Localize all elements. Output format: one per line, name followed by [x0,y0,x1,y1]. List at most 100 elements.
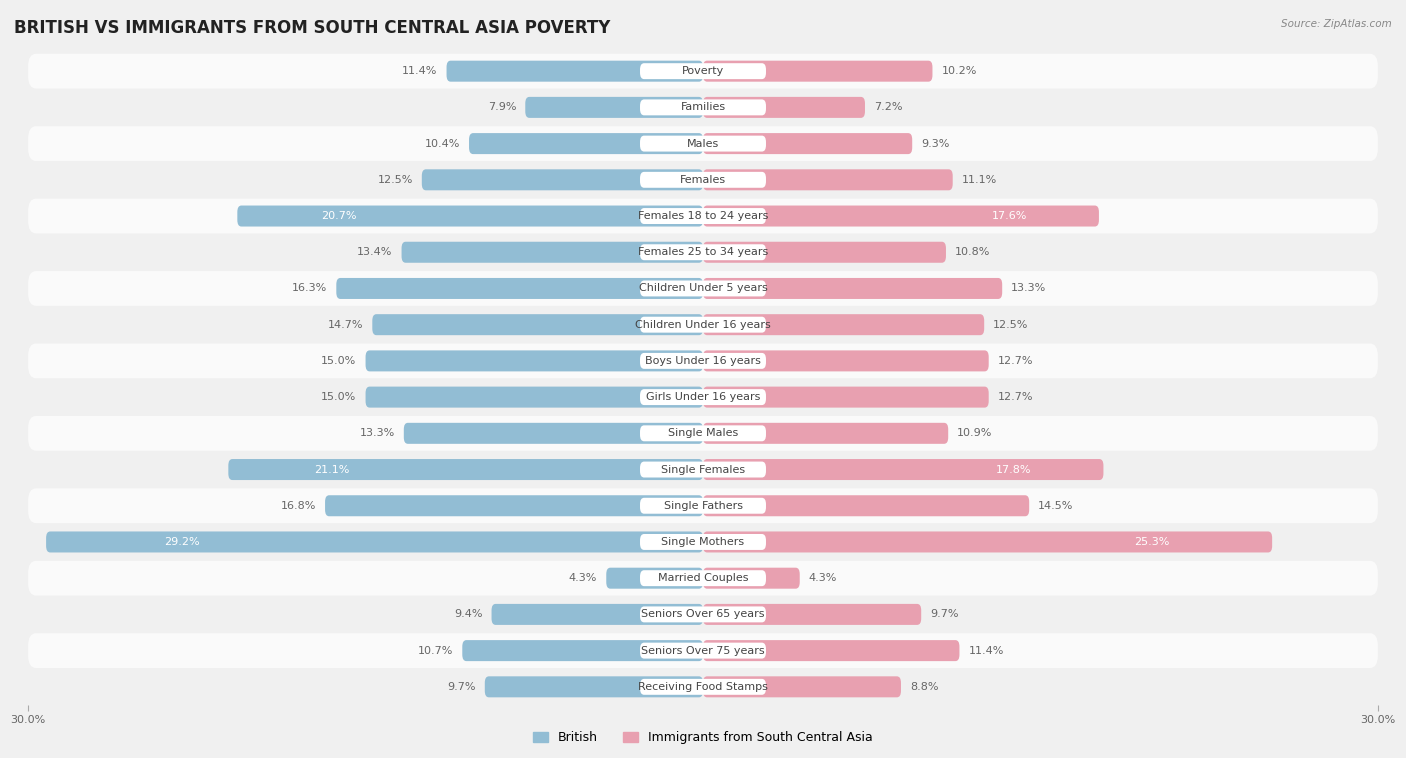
Text: 13.4%: 13.4% [357,247,392,257]
Text: 9.3%: 9.3% [921,139,949,149]
Text: Single Mothers: Single Mothers [661,537,745,547]
FancyBboxPatch shape [640,643,766,659]
FancyBboxPatch shape [28,235,1378,270]
Text: 25.3%: 25.3% [1135,537,1170,547]
FancyBboxPatch shape [703,350,988,371]
FancyBboxPatch shape [640,136,766,152]
Text: Males: Males [688,139,718,149]
Text: 12.5%: 12.5% [377,175,413,185]
Text: 4.3%: 4.3% [569,573,598,583]
FancyBboxPatch shape [640,498,766,514]
FancyBboxPatch shape [640,570,766,586]
Text: 29.2%: 29.2% [165,537,200,547]
Text: 10.9%: 10.9% [957,428,993,438]
Text: 4.3%: 4.3% [808,573,837,583]
Text: 12.5%: 12.5% [993,320,1029,330]
Text: 20.7%: 20.7% [321,211,357,221]
FancyBboxPatch shape [640,425,766,441]
FancyBboxPatch shape [703,278,1002,299]
Text: Families: Families [681,102,725,112]
FancyBboxPatch shape [422,169,703,190]
FancyBboxPatch shape [703,495,1029,516]
Text: 17.6%: 17.6% [993,211,1028,221]
Text: 12.7%: 12.7% [998,392,1033,402]
Text: Single Fathers: Single Fathers [664,501,742,511]
FancyBboxPatch shape [28,488,1378,523]
FancyBboxPatch shape [447,61,703,82]
Text: 14.5%: 14.5% [1038,501,1074,511]
Text: 8.8%: 8.8% [910,682,938,692]
FancyBboxPatch shape [238,205,703,227]
FancyBboxPatch shape [366,387,703,408]
FancyBboxPatch shape [606,568,703,589]
FancyBboxPatch shape [640,679,766,695]
Text: Females 18 to 24 years: Females 18 to 24 years [638,211,768,221]
FancyBboxPatch shape [463,640,703,661]
Text: Receiving Food Stamps: Receiving Food Stamps [638,682,768,692]
Text: 10.7%: 10.7% [418,646,453,656]
Text: Children Under 16 years: Children Under 16 years [636,320,770,330]
Text: BRITISH VS IMMIGRANTS FROM SOUTH CENTRAL ASIA POVERTY: BRITISH VS IMMIGRANTS FROM SOUTH CENTRAL… [14,19,610,37]
FancyBboxPatch shape [526,97,703,118]
Text: 9.7%: 9.7% [447,682,475,692]
FancyBboxPatch shape [404,423,703,444]
FancyBboxPatch shape [703,568,800,589]
Text: 13.3%: 13.3% [1011,283,1046,293]
Text: 15.0%: 15.0% [322,392,357,402]
FancyBboxPatch shape [28,271,1378,305]
FancyBboxPatch shape [640,63,766,79]
FancyBboxPatch shape [325,495,703,516]
Text: 10.4%: 10.4% [425,139,460,149]
FancyBboxPatch shape [640,389,766,405]
FancyBboxPatch shape [640,534,766,550]
FancyBboxPatch shape [28,380,1378,415]
Text: Girls Under 16 years: Girls Under 16 years [645,392,761,402]
FancyBboxPatch shape [366,350,703,371]
Text: 12.7%: 12.7% [998,356,1033,366]
Text: 9.7%: 9.7% [931,609,959,619]
Text: 10.8%: 10.8% [955,247,990,257]
FancyBboxPatch shape [640,353,766,369]
FancyBboxPatch shape [703,314,984,335]
Text: Seniors Over 65 years: Seniors Over 65 years [641,609,765,619]
FancyBboxPatch shape [703,242,946,263]
FancyBboxPatch shape [28,597,1378,631]
FancyBboxPatch shape [640,317,766,333]
FancyBboxPatch shape [28,199,1378,233]
Text: 17.8%: 17.8% [995,465,1032,475]
FancyBboxPatch shape [703,604,921,625]
FancyBboxPatch shape [28,307,1378,342]
FancyBboxPatch shape [640,172,766,188]
Text: Single Females: Single Females [661,465,745,475]
Text: 13.3%: 13.3% [360,428,395,438]
FancyBboxPatch shape [28,561,1378,596]
FancyBboxPatch shape [470,133,703,154]
FancyBboxPatch shape [336,278,703,299]
FancyBboxPatch shape [703,387,988,408]
FancyBboxPatch shape [640,244,766,260]
Text: Females: Females [681,175,725,185]
Text: 11.4%: 11.4% [969,646,1004,656]
Legend: British, Immigrants from South Central Asia: British, Immigrants from South Central A… [533,731,873,744]
FancyBboxPatch shape [28,127,1378,161]
FancyBboxPatch shape [640,280,766,296]
FancyBboxPatch shape [703,205,1099,227]
FancyBboxPatch shape [703,640,959,661]
FancyBboxPatch shape [485,676,703,697]
Text: 7.2%: 7.2% [875,102,903,112]
Text: Females 25 to 34 years: Females 25 to 34 years [638,247,768,257]
FancyBboxPatch shape [373,314,703,335]
Text: 21.1%: 21.1% [314,465,349,475]
Text: 15.0%: 15.0% [322,356,357,366]
FancyBboxPatch shape [640,208,766,224]
FancyBboxPatch shape [28,669,1378,704]
FancyBboxPatch shape [28,90,1378,125]
Text: 16.3%: 16.3% [292,283,328,293]
FancyBboxPatch shape [703,61,932,82]
FancyBboxPatch shape [28,416,1378,451]
FancyBboxPatch shape [703,423,948,444]
Text: Boys Under 16 years: Boys Under 16 years [645,356,761,366]
Text: Single Males: Single Males [668,428,738,438]
FancyBboxPatch shape [402,242,703,263]
Text: Married Couples: Married Couples [658,573,748,583]
